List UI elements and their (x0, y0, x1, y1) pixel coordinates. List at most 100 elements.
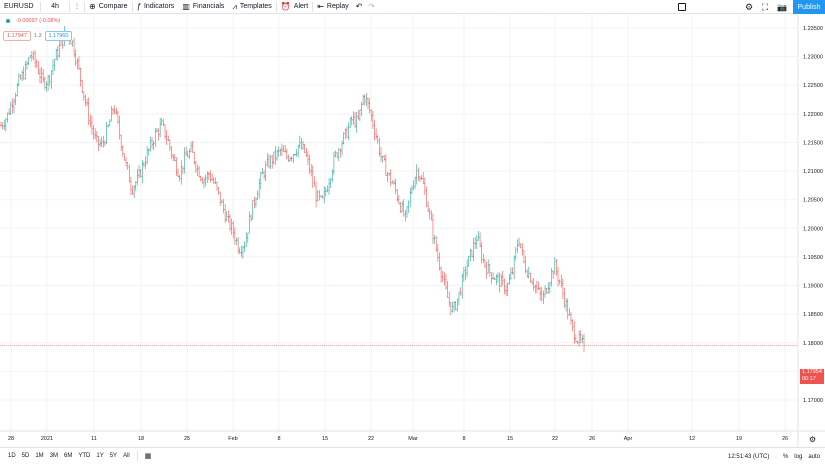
ohlc-bar (467, 255, 470, 267)
indicators-label: Indicators (143, 3, 175, 10)
ohlc-bar (464, 266, 467, 280)
timeframe-5d[interactable]: 5D (21, 453, 30, 459)
ohlc-bar (506, 282, 509, 297)
chart-style-button[interactable]: ⫶ (70, 0, 84, 14)
ohlc-bar (346, 126, 348, 139)
time-tick-label: 19 (736, 436, 742, 442)
timeframe-all[interactable]: All (123, 453, 130, 459)
ohlc-bar (563, 287, 566, 309)
ohlc-bar (511, 267, 514, 275)
ohlc-bar (453, 301, 455, 313)
clock-time[interactable]: 12:51:43 (UTC) (728, 453, 770, 460)
templates-button[interactable]: ⩘ Templates (228, 0, 275, 14)
timeframe-1d[interactable]: 1D (8, 453, 16, 459)
ohlc-bar (159, 117, 161, 138)
time-axis[interactable]: 28 2021 11 18 25 Feb 8 15 22 Mar 8 15 22 26 Apr 12 19 26 (8, 436, 788, 442)
toolbar-divider (136, 451, 138, 461)
ohlc-bar (151, 136, 153, 149)
ohlc-bar (376, 134, 379, 144)
order-buttons: 1.17947 1.3 1.17960 (3, 31, 73, 41)
alert-button[interactable]: ⏰ Alert (277, 0, 312, 14)
replay-button[interactable]: ⇤ Replay (313, 0, 353, 14)
ohlc-bar (5, 117, 7, 132)
undo-button[interactable]: ↶ (353, 0, 366, 14)
fullscreen-layout-button[interactable] (675, 0, 689, 14)
timeframe-5y[interactable]: 5Y (109, 453, 118, 459)
ohlc-bar (527, 266, 530, 279)
ohlc-bar (398, 194, 400, 205)
ohlc-bar (513, 255, 515, 280)
compare-button[interactable]: ⊕ Compare (85, 0, 132, 14)
indicators-button[interactable]: ƒ Indicators (133, 0, 179, 14)
ohlc-bar (313, 176, 316, 187)
ohlc-bar (399, 202, 402, 214)
ohlc-bar (16, 82, 19, 97)
replay-icon: ⇤ (317, 1, 324, 11)
templates-icon: ⩘ (232, 1, 237, 11)
timeframe-3m[interactable]: 3M (49, 453, 59, 459)
snapshot-button[interactable]: 📷 (775, 0, 789, 14)
fullscreen-button[interactable]: ⛶ (758, 0, 772, 14)
ohlc-bar (284, 144, 286, 153)
percent-scale-toggle[interactable]: % (782, 453, 789, 460)
price-tick-label: 1.20000 (803, 226, 823, 232)
ohlc-bar (383, 155, 386, 161)
timeframe-1y[interactable]: 1Y (96, 453, 104, 459)
ohlc-bar (578, 330, 580, 347)
ohlc-bar (113, 105, 116, 115)
templates-label: Templates (239, 3, 272, 10)
time-tick-label: 18 (138, 436, 144, 442)
ohlc-bar (118, 115, 121, 140)
ohlc-bar (463, 266, 465, 282)
timeframe-1m[interactable]: 1M (35, 453, 44, 459)
buy-price-button[interactable]: 1.17960 (44, 31, 73, 41)
ohlc-bar (182, 166, 184, 175)
ohlc-bar (32, 51, 35, 60)
ohlc-bar (370, 109, 373, 122)
ohlc-bar (243, 241, 246, 252)
interval-button[interactable]: 4h (51, 3, 59, 10)
ohlc-bar (58, 39, 61, 58)
ohlc-bar (3, 119, 6, 131)
timeframe-6m[interactable]: 6M (64, 453, 73, 459)
ohlc-bar (251, 200, 254, 220)
ohlc-bar (160, 118, 163, 125)
ohlc-bar (78, 56, 80, 71)
price-chart[interactable]: 1.23500 1.23000 1.22500 1.22000 1.21500 1.210… (0, 15, 825, 447)
ohlc-bar (441, 271, 444, 282)
chart-settings-button[interactable]: ⚙ (742, 0, 756, 14)
sell-price-button[interactable]: 1.17947 (3, 31, 31, 41)
ohlc-bar (321, 195, 324, 199)
auto-scale-toggle[interactable]: auto (808, 453, 820, 460)
price-axis[interactable]: 1.23500 1.23000 1.22500 1.22000 1.21500 1.210… (803, 26, 823, 404)
ohlc-bar (391, 180, 394, 184)
ohlc-bar (389, 169, 392, 187)
ohlc-bar (91, 116, 93, 135)
publish-button[interactable]: Publish (793, 0, 825, 14)
goto-date-button[interactable]: ▦ (142, 452, 155, 460)
ohlc-bar (164, 124, 166, 140)
time-tick-label: Mar (408, 436, 418, 442)
ohlc-bar (448, 291, 451, 307)
price-tick-label: 1.21000 (803, 169, 823, 175)
chart-grid (0, 15, 798, 431)
price-tick-label: 1.23500 (803, 26, 823, 32)
ohlc-bar (378, 137, 381, 157)
log-scale-toggle[interactable]: log (794, 453, 803, 460)
ohlc-bar (133, 185, 135, 199)
ohlc-bar (420, 174, 423, 181)
ohlc-bar (48, 74, 51, 86)
financials-button[interactable]: ▥ Financials (178, 0, 228, 14)
timeframe-ytd[interactable]: YTD (78, 453, 91, 459)
scale-settings-button[interactable]: ⚙ (800, 432, 825, 447)
symbol-search-button[interactable]: EURUSD (4, 3, 34, 10)
ohlc-bar (532, 278, 535, 291)
ohlc-bar (134, 181, 137, 192)
ohlc-bar (247, 232, 249, 243)
ohlc-bar (435, 236, 438, 252)
ohlc-bar (299, 135, 301, 149)
ohlc-bar (53, 58, 56, 71)
toolbar-divider (40, 1, 41, 12)
ohlc-bar (175, 157, 178, 176)
redo-button[interactable]: ↷ (365, 0, 378, 14)
